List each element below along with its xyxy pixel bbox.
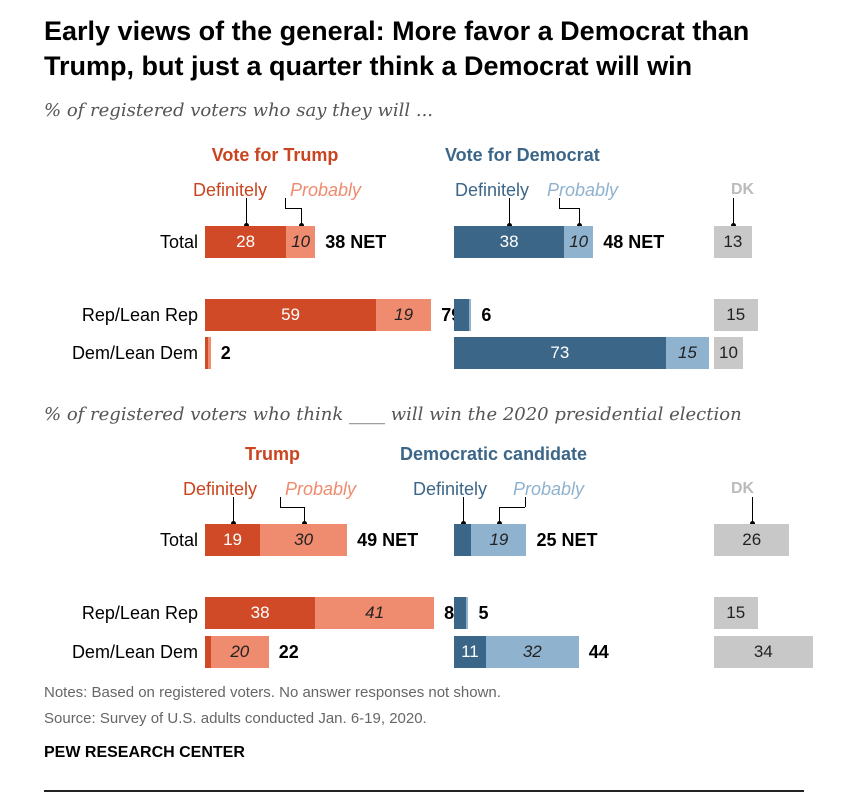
panel-2-row-2-democrat-definitely-bar	[454, 597, 466, 629]
panel-1-row-3-dk-bar: 10	[714, 337, 743, 369]
panel-1-row-1-label: Total	[159, 232, 198, 252]
panel-1-row-2-dk-bar: 15	[714, 299, 758, 331]
panel-1-leader-dem-prob	[579, 208, 580, 226]
panel-1-leader-trump-def	[246, 198, 247, 226]
panel-1-leader-trump-def-dot	[244, 223, 249, 228]
panel-1-row-1-trump-definitely-bar: 28	[205, 226, 287, 258]
panel-2-row-1-democrat-net: 25 NET	[536, 530, 598, 550]
panel-2-row-2-democrat-net: 5	[478, 603, 489, 623]
panel-2-row-2-trump-probably-bar: 41	[315, 597, 435, 629]
panel-1-header-trump: Vote for Trump	[211, 145, 339, 165]
notes: Notes: Based on registered voters. No an…	[44, 684, 501, 701]
panel-2-row-2-label: Rep/Lean Rep	[81, 603, 198, 623]
panel-1-leader-dem-def-dot	[507, 223, 512, 228]
panel-2-subtitle: % of registered voters who think ____ wi…	[44, 404, 742, 425]
panel-2-dk-label: DK	[731, 480, 755, 497]
panel-1-row-3-trump-net: 2	[220, 343, 231, 363]
panel-1-row-2-democrat-net: 6	[481, 305, 492, 325]
panel-1-row-3-democrat-probably-bar: 15	[665, 337, 710, 369]
panel-2-header-democrat: Democratic candidate	[400, 444, 588, 464]
footer-rule	[44, 790, 804, 792]
panel-1-row-2-democrat-definitely-bar	[454, 299, 469, 331]
panel-2-row-1-democrat-definitely-bar	[454, 524, 472, 556]
panel-1-row-1-trump-probably-bar: 10	[286, 226, 316, 258]
panel-1-subtitle: % of registered voters who say they will…	[44, 100, 434, 121]
panel-1-democrat-definitely-label: Definitely	[455, 180, 530, 200]
panel-2-leader-dem-prob	[499, 507, 525, 508]
panel-2-row-3-trump-net: 22	[278, 642, 299, 662]
panel-2-leader-trump-prob	[304, 507, 305, 524]
panel-1-header-democrat: Vote for Democrat	[445, 145, 600, 165]
panel-2-row-3-democrat-definitely-bar: 11	[454, 636, 486, 668]
panel-2-row-1-dk-bar: 26	[714, 524, 790, 556]
panel-1-leader-trump-prob	[301, 208, 302, 226]
brand-logo: PEW RESEARCH CENTER	[44, 744, 245, 761]
panel-2-leader-trump-prob	[280, 507, 304, 508]
panel-2-row-3-trump-probably-bar: 20	[210, 636, 269, 668]
panel-1-row-3-trump-definitely-bar	[205, 337, 208, 369]
panel-1-trump-probably-label: Probably	[290, 180, 362, 200]
panel-1-leader-trump-prob-dot	[299, 223, 304, 228]
panel-1-leader-dem-def	[509, 198, 510, 226]
panel-1-leader-dem-prob	[559, 208, 579, 209]
chart-title: Early views of the general: More favor a…	[44, 16, 750, 81]
panel-1-row-3-trump-probably-bar	[207, 337, 211, 369]
panel-2-leader-dem-def-dot	[461, 521, 466, 526]
panel-2-row-2-democrat-probably-bar	[465, 597, 469, 629]
panel-2-leader-dem-prob	[525, 497, 526, 507]
panel-2-democrat-definitely-label: Definitely	[413, 479, 488, 499]
panel-2-row-3-democrat-probably-bar: 32	[485, 636, 579, 668]
panel-2-row-1-democrat-probably-bar: 19	[471, 524, 527, 556]
panel-1-leader-trump-prob	[285, 198, 286, 208]
panel-1-row-1-democrat-probably-bar: 10	[564, 226, 594, 258]
panel-2-democrat-probably-label: Probably	[513, 479, 585, 499]
panel-1-leader-dk	[733, 198, 734, 226]
panel-1-row-1-democrat-net: 48 NET	[603, 232, 665, 252]
source: Source: Survey of U.S. adults conducted …	[44, 710, 427, 727]
panel-2-trump-probably-label: Probably	[285, 479, 357, 499]
panel-2-row-3-trump-definitely-bar	[205, 636, 211, 668]
panel-1-row-1-trump-net: 38 NET	[325, 232, 387, 252]
panel-2-leader-dem-prob	[499, 507, 500, 524]
panel-1-dk-label: DK	[731, 181, 755, 198]
panel-1-row-1-democrat-definitely-bar: 38	[454, 226, 565, 258]
panel-2-row-3-democrat-net: 44	[588, 642, 609, 662]
panel-1-leader-dem-prob-dot	[577, 223, 582, 228]
panel-1-leader-dk-dot	[731, 223, 736, 228]
panel-1-row-2-trump-definitely-bar: 59	[205, 299, 377, 331]
panel-1-trump-definitely-label: Definitely	[193, 180, 268, 200]
panel-2-leader-dk	[752, 497, 753, 524]
panel-1-democrat-probably-label: Probably	[547, 180, 619, 200]
panel-1-row-3-democrat-definitely-bar: 73	[454, 337, 666, 369]
panel-2-row-1-trump-definitely-bar: 19	[205, 524, 261, 556]
panel-2-row-1-trump-probably-bar: 30	[260, 524, 348, 556]
panel-1-leader-dem-prob	[559, 198, 560, 208]
panel-2-leader-trump-def-dot	[231, 521, 236, 526]
panel-1-row-2-trump-probably-bar: 19	[376, 299, 432, 331]
panel-2-row-2-trump-definitely-bar: 38	[205, 597, 316, 629]
panel-2-row-3-dk-bar: 34	[714, 636, 813, 668]
panel-2-leader-dem-prob-dot	[497, 521, 502, 526]
panel-2-leader-trump-prob-dot	[302, 521, 307, 526]
panel-2-leader-dk-dot	[750, 521, 755, 526]
panel-2-row-1-trump-net: 49 NET	[357, 530, 419, 550]
panel-2-header-trump: Trump	[244, 444, 300, 464]
panel-2-leader-dem-def	[463, 497, 464, 524]
panel-2-row-1-label: Total	[159, 530, 198, 550]
panel-2-row-3-label: Dem/Lean Dem	[71, 642, 198, 662]
panel-1-row-1-dk-bar: 13	[714, 226, 752, 258]
panel-1-row-3-label: Dem/Lean Dem	[71, 343, 198, 363]
panel-2-trump-definitely-label: Definitely	[183, 479, 258, 499]
panel-2-leader-trump-prob	[280, 497, 281, 507]
panel-1-leader-trump-prob	[285, 208, 301, 209]
panel-1-row-2-democrat-probably-bar	[468, 299, 472, 331]
panel-2-leader-trump-def	[233, 497, 234, 524]
panel-2-row-2-dk-bar: 15	[714, 597, 758, 629]
panel-1-row-2-label: Rep/Lean Rep	[81, 305, 198, 325]
